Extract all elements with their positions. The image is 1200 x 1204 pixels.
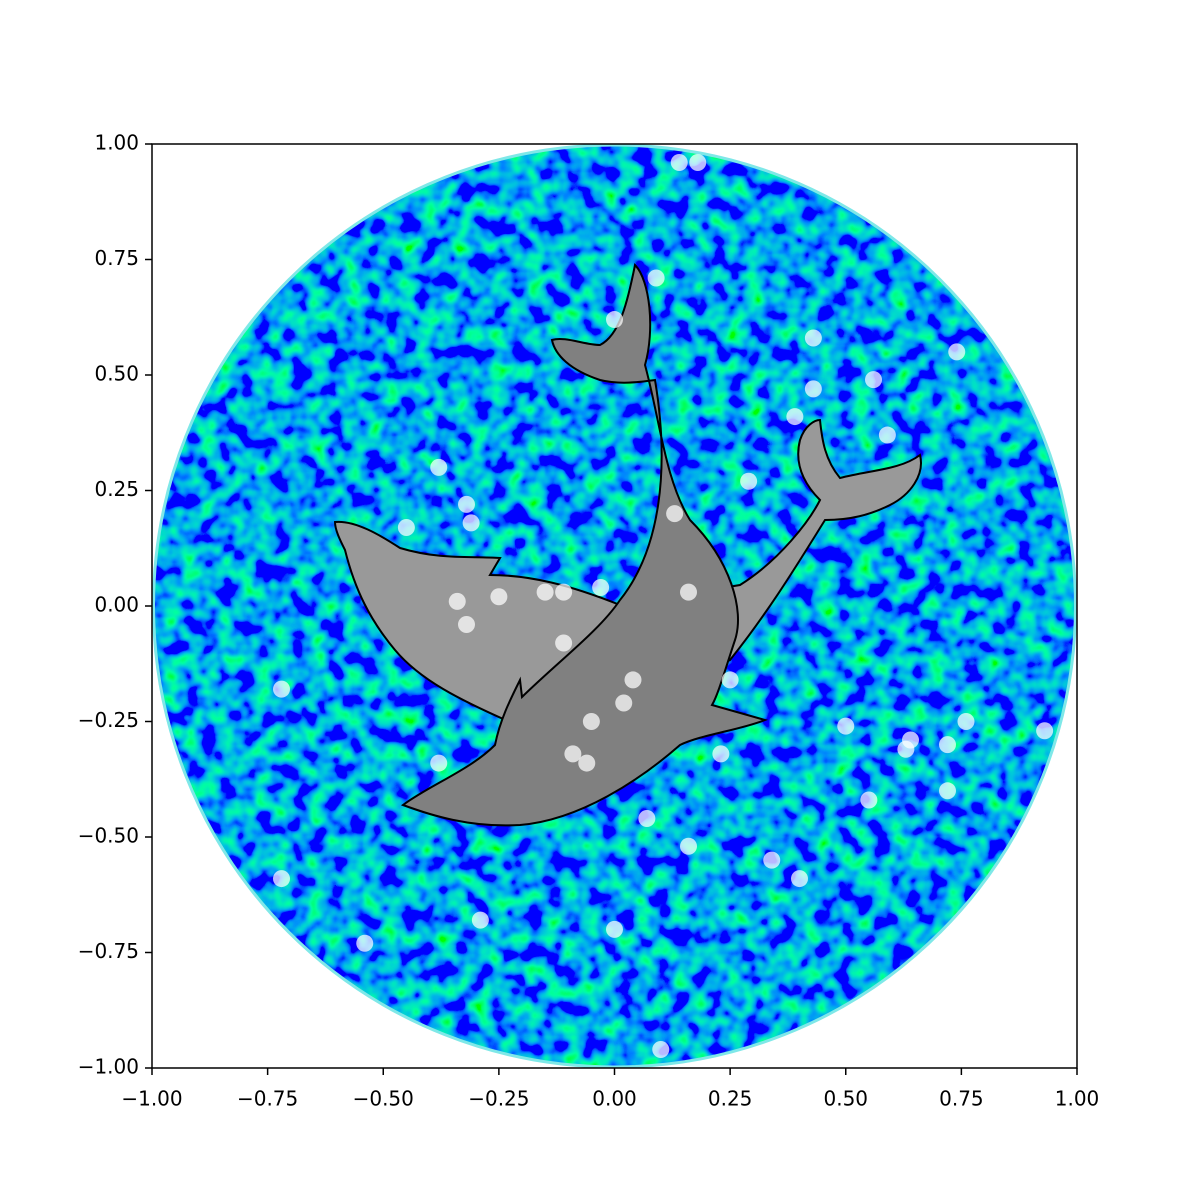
- scatter-point: [680, 583, 697, 601]
- scatter-point: [273, 680, 290, 698]
- scatter-point: [837, 717, 855, 735]
- x-tick-label: 0.25: [708, 1087, 753, 1111]
- y-tick-label: −1.00: [78, 1055, 139, 1079]
- scatter-point: [273, 870, 290, 888]
- disc-edge: [152, 143, 1077, 1069]
- scatter-point: [490, 588, 508, 606]
- scatter-point: [582, 713, 600, 730]
- y-tick-label: −0.75: [78, 939, 139, 963]
- x-tick-label: 0.50: [823, 1087, 868, 1111]
- scatter-point: [666, 505, 684, 523]
- scatter-point: [939, 782, 956, 800]
- y-tick-label: −0.25: [78, 708, 139, 732]
- scatter-point: [878, 426, 896, 444]
- scatter-point: [740, 472, 758, 490]
- y-tick-label: −0.50: [78, 824, 139, 848]
- y-tick-label: 0.00: [94, 593, 139, 617]
- y-tick-label: 1.00: [94, 131, 139, 155]
- scatter-point: [624, 671, 642, 689]
- scatter-point: [458, 495, 475, 513]
- dolphin-light: [333, 418, 922, 724]
- scatter-point: [897, 740, 915, 758]
- scatter-point: [786, 408, 804, 426]
- scatter-point: [578, 754, 596, 772]
- scatter-point: [397, 518, 415, 536]
- scatter-point: [680, 837, 697, 855]
- scatter-point: [670, 153, 688, 171]
- x-tick-label: −0.25: [468, 1087, 529, 1111]
- scatter-point: [689, 153, 707, 171]
- scatter-point: [647, 269, 665, 287]
- scatter-point: [430, 754, 448, 772]
- scatter-point: [791, 870, 808, 888]
- scatter-point: [939, 736, 956, 754]
- scatter-point: [606, 311, 623, 329]
- scatter-point: [592, 579, 610, 597]
- scatter-point: [957, 713, 975, 730]
- scatter-point: [865, 371, 882, 389]
- scatter-point: [721, 671, 739, 689]
- scatter-point: [564, 745, 582, 763]
- dolphin-dark: [400, 262, 769, 827]
- y-tick-label: 0.75: [94, 246, 139, 270]
- scatter-point: [462, 514, 480, 532]
- scatter-point: [638, 810, 656, 828]
- scatter-point: [615, 694, 633, 712]
- scatter-point: [448, 592, 466, 610]
- scatter-point: [471, 911, 489, 929]
- scatter-point: [763, 851, 781, 869]
- scatter-point: [1036, 722, 1054, 740]
- x-tick-label: −0.75: [237, 1087, 298, 1111]
- scatter-point: [430, 458, 448, 476]
- scatter-point: [555, 583, 573, 601]
- scatter-point: [712, 745, 730, 763]
- scatter-point: [804, 380, 822, 398]
- x-tick-label: 0.00: [592, 1087, 637, 1111]
- scatter-point: [948, 343, 966, 361]
- scatter-point: [860, 791, 878, 809]
- y-tick-label: 0.50: [94, 362, 139, 386]
- x-tick-label: 0.75: [939, 1087, 984, 1111]
- y-tick-label: 0.25: [94, 477, 139, 501]
- scatter-point: [652, 1041, 670, 1059]
- scatter-point: [555, 634, 573, 652]
- scatter-point: [804, 329, 822, 347]
- scatter-point: [458, 615, 475, 633]
- x-tick-label: −0.50: [353, 1087, 414, 1111]
- scatter-point: [356, 934, 374, 952]
- x-tick-label: 1.00: [1055, 1087, 1100, 1111]
- x-tick-label: −1.00: [121, 1087, 182, 1111]
- scatter-point: [536, 583, 554, 601]
- scatter-point: [606, 920, 623, 938]
